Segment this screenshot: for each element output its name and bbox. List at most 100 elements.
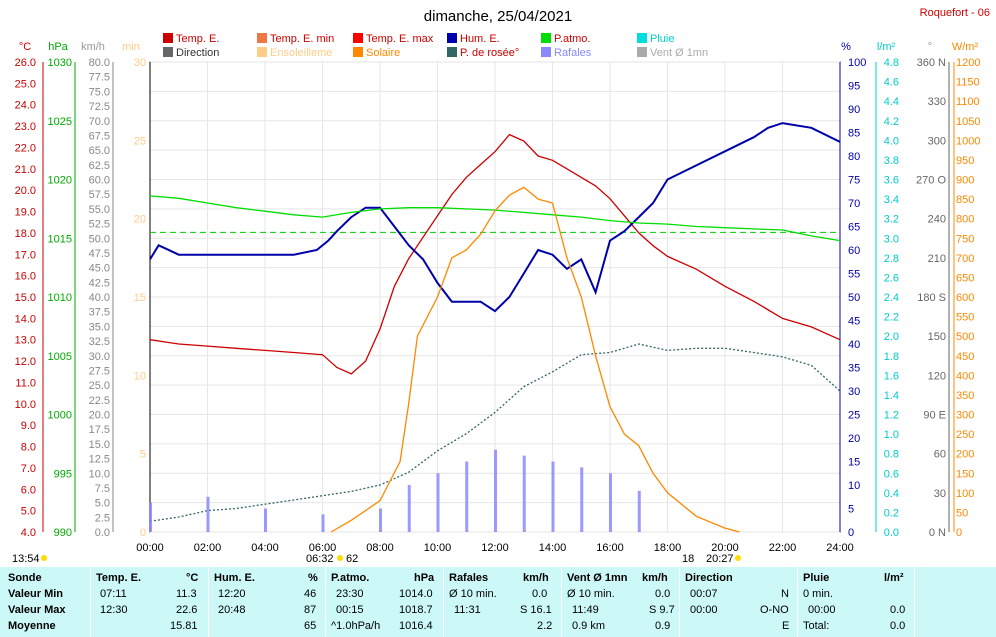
solar-tick-label: 750 [956, 233, 974, 245]
dir-min-val: N [781, 588, 789, 600]
legend-label: Hum. E. [460, 33, 500, 45]
solar-tick-label: 100 [956, 488, 974, 500]
wind-tick-label: 30.0 [89, 351, 110, 363]
axis-unit-label: °C [19, 41, 31, 53]
hum-tick-label: 40 [848, 339, 860, 351]
solar-tick-label: 1200 [956, 57, 980, 69]
temp-tick-label: 16.0 [15, 271, 36, 283]
temp-tick-label: 4.0 [21, 527, 36, 539]
rafales-bar [494, 449, 497, 532]
temp-tick-label: 7.0 [21, 463, 36, 475]
gust-title: Rafales [449, 572, 489, 584]
rain-tick-label: 4.6 [884, 77, 899, 89]
solar-tick-label: 250 [956, 429, 974, 441]
rafales-bar [407, 485, 411, 532]
wind-tick-label: 17.5 [89, 424, 110, 436]
solar-tick-label: 500 [956, 331, 974, 343]
rafales-bar [321, 514, 325, 532]
hum-max-time: 20:48 [218, 604, 246, 616]
rafales-bar [522, 455, 526, 532]
wind-tick-label: 25.0 [89, 380, 110, 392]
wind-tick-label: 50.0 [89, 233, 110, 245]
temp-tick-label: 6.0 [21, 484, 36, 496]
rain-total-val: 0.0 [890, 620, 906, 632]
series-line-p-de-ros-e- [149, 343, 841, 522]
temp-tick-label: 21.0 [15, 164, 36, 176]
rain-tick-label: 1.2 [884, 410, 899, 422]
solar-tick-label: 900 [956, 175, 974, 187]
solar-tick-label: 700 [956, 253, 974, 265]
rain-tick-label: 0.0 [884, 527, 899, 539]
min-tick-label: 30 [134, 57, 146, 69]
solar-tick-label: 0 [956, 527, 962, 539]
solar-tick-label: 1000 [956, 135, 980, 147]
press-tick-label: 1030 [48, 57, 72, 69]
legend-label: P.atmo. [554, 33, 591, 45]
wind-tick-label: 35.0 [89, 321, 110, 333]
legend-swatch [163, 33, 173, 43]
wind-tick-label: 27.5 [89, 365, 110, 377]
solar-tick-label: 950 [956, 155, 974, 167]
legend-swatch [257, 33, 267, 43]
wind-tick-label: 62.5 [89, 160, 110, 172]
wind-tick-label: 20.0 [89, 410, 110, 422]
series-line-solaire [330, 186, 740, 533]
solar-tick-label: 350 [956, 390, 974, 402]
rafales-bar [609, 473, 612, 532]
wind-min-val: 0.0 [655, 588, 671, 600]
legend-swatch [447, 33, 457, 43]
press-tick-label: 1020 [48, 175, 72, 187]
legend-label: Pluie [650, 33, 674, 45]
temp-tick-label: 18.0 [15, 228, 36, 240]
press-tick-label: 1005 [48, 351, 72, 363]
wind-tick-label: 52.5 [89, 219, 110, 231]
wind-tick-label: 22.5 [89, 395, 110, 407]
x-tick-label: 02:00 [194, 542, 222, 554]
rafales-bar [465, 461, 469, 532]
x-tick-label: 24:00 [826, 542, 854, 554]
legend-swatch [163, 47, 173, 57]
rain-max-time: 00:00 [808, 604, 836, 616]
press-max-val: 1018.7 [399, 604, 433, 616]
solar-tick-label: 550 [956, 312, 974, 324]
sunset-time: 20:27 [706, 553, 734, 565]
hum-unit: % [308, 572, 318, 584]
wind-tick-label: 67.5 [89, 130, 110, 142]
min-tick-label: 0 [140, 527, 146, 539]
dir-title: Direction [685, 572, 733, 584]
x-tick-label: 22:00 [769, 542, 797, 554]
hum-tick-label: 25 [848, 410, 860, 422]
axis-unit-label: l/m² [877, 41, 896, 53]
grid [149, 61, 841, 533]
station-name: Roquefort - 06 [920, 7, 990, 19]
x-tick-label: 08:00 [366, 542, 394, 554]
rain-tick-label: 2.6 [884, 272, 899, 284]
x-tick-label: 06:00 [309, 542, 337, 554]
solar-tick-label: 450 [956, 351, 974, 363]
press-unit: hPa [414, 572, 435, 584]
wind-tick-label: 80.0 [89, 57, 110, 69]
wind-max-time: 11:49 [572, 604, 599, 616]
press-avg-label: ^1.0hPa/h [331, 620, 381, 632]
temp-max-val: 22.6 [176, 604, 198, 616]
rain-tick-label: 3.4 [884, 194, 899, 206]
temp-tick-label: 24.0 [15, 100, 36, 112]
wind-tick-label: 12.5 [89, 454, 110, 466]
hum-tick-label: 90 [848, 104, 860, 116]
solar-tick-label: 400 [956, 370, 974, 382]
temp-tick-label: 17.0 [15, 249, 36, 261]
wind-tick-label: 37.5 [89, 307, 110, 319]
rain-tick-label: 2.2 [884, 312, 899, 324]
rain-tick-label: 4.4 [884, 96, 899, 108]
hum-tick-label: 45 [848, 316, 860, 328]
temp-tick-label: 13.0 [15, 335, 36, 347]
solar-tick-label: 1050 [956, 116, 980, 128]
rain-tick-label: 0.4 [884, 488, 899, 500]
wind-avg-label: 0.9 km [572, 620, 606, 632]
min-tick-label: 10 [134, 370, 146, 382]
sun-markers: 13:54 06:32 62 18 20:27 [12, 553, 741, 565]
legend-swatch [257, 47, 267, 57]
min-tick-label: 20 [134, 214, 146, 226]
temp-title: Temp. E. [96, 572, 142, 584]
marker-left-time: 13:54 [12, 553, 40, 565]
